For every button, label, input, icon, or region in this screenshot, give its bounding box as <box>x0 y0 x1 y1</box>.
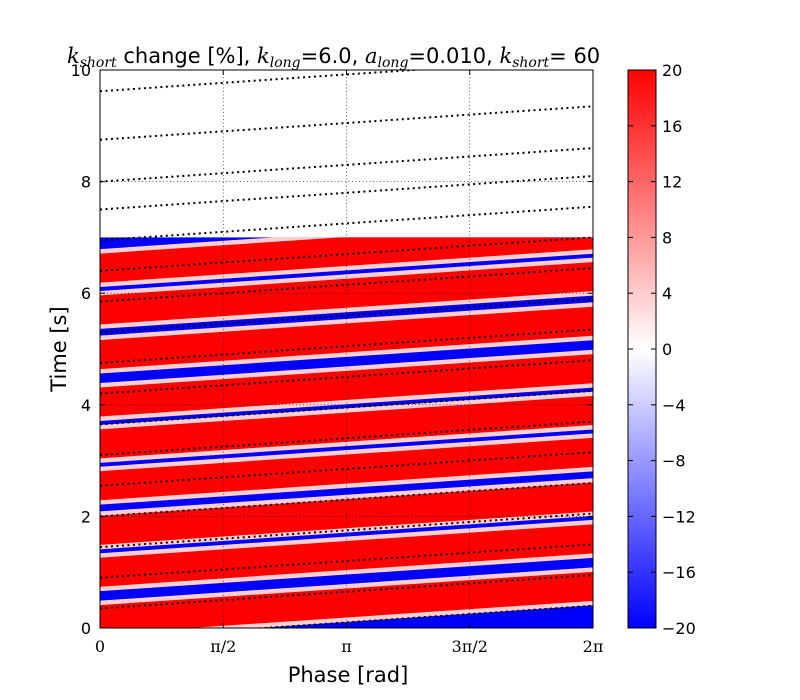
colorbar-tick-label: −4 <box>662 396 686 415</box>
x-tick-label: 0 <box>95 637 105 656</box>
y-tick-label: 2 <box>81 507 91 526</box>
title-part: k <box>257 44 270 68</box>
colorbar-ticks: 20 16 12 8 4 0 −4 −8 −12 −16 −20 <box>628 61 696 638</box>
x-axis-label: Phase [rad] <box>288 663 409 687</box>
colorbar-tick-label: −20 <box>662 619 696 638</box>
x-axis-ticks: 0 π/2 π 3π/2 2π <box>95 70 603 656</box>
colorbar-tick-label: 4 <box>662 284 672 303</box>
y-axis-label: Time [s] <box>47 306 71 392</box>
x-tick-label: π <box>341 637 352 656</box>
y-tick-label: 8 <box>81 173 91 192</box>
title-part: a <box>365 44 378 68</box>
colorbar-tick-label: 16 <box>662 117 682 136</box>
colorbar-tick-label: −12 <box>662 507 696 526</box>
colorbar-tick-label: 8 <box>662 228 672 247</box>
x-tick-label: π/2 <box>210 637 236 656</box>
title-part: k <box>67 44 80 68</box>
title-part: short <box>512 55 549 71</box>
title-part: short <box>80 55 117 71</box>
plot-area: 0 π/2 π 3π/2 2π 0 2 4 6 8 10 <box>71 61 604 656</box>
x-tick-label: 3π/2 <box>452 637 488 656</box>
y-tick-label: 6 <box>81 284 91 303</box>
y-tick-label: 0 <box>81 619 91 638</box>
colorbar-tick-label: 20 <box>662 61 682 80</box>
colorbar-tick-label: 0 <box>662 340 672 359</box>
y-tick-label: 4 <box>81 396 91 415</box>
y-axis-ticks: 0 2 4 6 8 10 <box>71 61 593 638</box>
y-tick-label: 10 <box>71 61 91 80</box>
title-part: k <box>499 44 512 68</box>
heatmap-band <box>100 571 593 628</box>
title-part: =0.010, <box>408 44 499 68</box>
title-part: =6.0, <box>301 44 365 68</box>
title-part: long <box>270 55 301 71</box>
title-part: change [%], <box>117 44 257 68</box>
title-part: = 60 <box>549 44 600 68</box>
colorbar-tick-label: −8 <box>662 452 686 471</box>
colorbar-tick-label: 12 <box>662 173 682 192</box>
x-tick-label: 2π <box>583 637 604 656</box>
colorbar: 20 16 12 8 4 0 −4 −8 −12 −16 −20 <box>627 61 696 638</box>
colorbar-tick-label: −16 <box>662 563 696 582</box>
title-part: long <box>378 55 409 71</box>
chart-title: kshort change [%], klong=6.0, along=0.01… <box>67 44 600 71</box>
